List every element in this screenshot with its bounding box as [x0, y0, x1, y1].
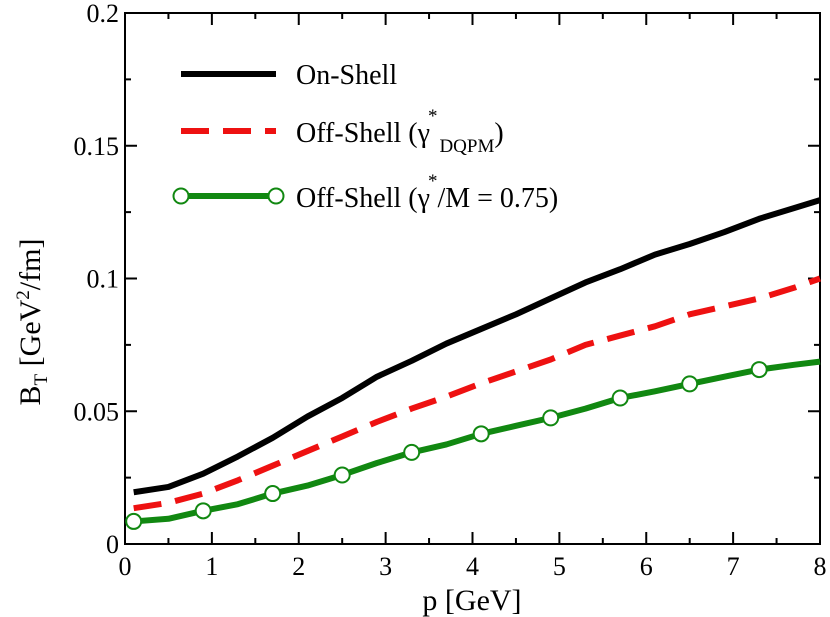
series-3-marker: [542, 409, 560, 427]
x-tick-label: 5: [553, 552, 566, 581]
y-tick-label: 0.2: [87, 0, 120, 28]
series-3-marker: [611, 389, 629, 407]
y-axis-label-subscript: T: [31, 373, 52, 385]
x-tick-label: 8: [814, 552, 827, 581]
legend-label-off-shell-dqpm-sub: DQPM: [439, 136, 494, 157]
series-line-3: [133, 358, 821, 525]
legend-label-off-shell-ratio-close: /M = 0.75): [437, 183, 558, 214]
legend: On-Shell Off-Shell (γ*DQPM) Off-Shell (γ…: [172, 60, 558, 214]
y-axis-label-superscript: 2: [13, 290, 34, 300]
y-axis-label-base: B: [14, 385, 47, 405]
series-3-marker: [264, 485, 282, 503]
legend-marker-off-shell-ratio-left: [172, 187, 190, 205]
legend-label-off-shell-ratio: Off-Shell (γ*/M = 0.75): [296, 171, 558, 214]
x-tick-label: 7: [727, 552, 740, 581]
legend-label-off-shell-dqpm: Off-Shell (γ*DQPM): [296, 106, 504, 157]
series-3-marker: [681, 375, 699, 393]
series-line-1: [133, 197, 821, 496]
y-tick-label: 0: [106, 530, 119, 559]
legend-label-off-shell-dqpm-close: ): [494, 118, 503, 149]
x-tick-label: 3: [379, 552, 392, 581]
y-tick-label: 0.1: [87, 265, 120, 294]
legend-label-off-shell-ratio-sup: *: [428, 171, 438, 192]
y-axis-label-unit: [GeV: [14, 299, 47, 373]
legend-label-off-shell-dqpm-sup: *: [428, 106, 438, 127]
series-3-marker: [750, 361, 768, 379]
plot-area-border: [124, 12, 821, 545]
legend-label-off-shell-ratio-base: Off-Shell (γ: [296, 183, 430, 214]
series-layer: [125, 197, 822, 530]
series-3-marker: [403, 443, 421, 461]
series-3-marker: [333, 466, 351, 484]
series-3-marker: [194, 502, 212, 520]
legend-marker-off-shell-ratio-right: [267, 187, 285, 205]
x-tick-label: 1: [205, 552, 218, 581]
x-tick-label: 4: [466, 552, 479, 581]
x-tick-label: 2: [292, 552, 305, 581]
y-tick-label: 0.05: [74, 397, 120, 426]
series-3-marker: [125, 512, 143, 530]
y-axis-label: BT [GeV2/fm]: [13, 239, 52, 406]
plot-frame: [124, 12, 821, 545]
legend-label-on-shell: On-Shell: [296, 60, 397, 91]
x-tick-label: 6: [640, 552, 653, 581]
series-3-marker: [472, 425, 490, 443]
y-tick-label: 0.15: [74, 132, 120, 161]
series-line-2: [133, 275, 822, 512]
legend-label-off-shell-dqpm-base: Off-Shell (γ: [296, 118, 430, 149]
x-tick-label: 0: [119, 552, 132, 581]
x-axis-ticks: 0 1 2 3 4 5 6 7 8: [119, 13, 827, 581]
y-axis-ticks: 0 0.05 0.1 0.15 0.2: [74, 0, 820, 559]
x-axis-label: p [GeV]: [422, 584, 521, 617]
y-axis-label-unit-end: /fm]: [14, 239, 47, 291]
